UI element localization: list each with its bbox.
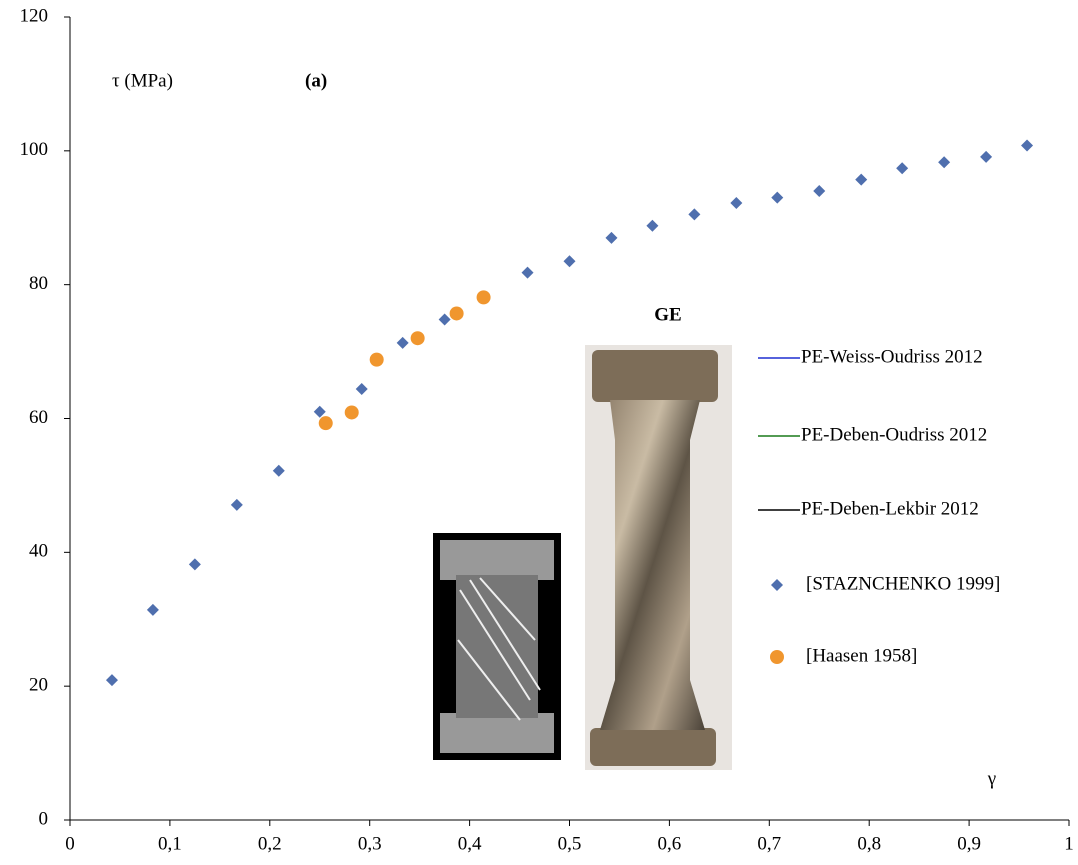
scatter-point xyxy=(646,219,659,232)
annotation: (a) xyxy=(305,70,327,91)
scatter-point xyxy=(272,464,285,477)
scatter-point xyxy=(771,191,784,204)
inset-micrograph xyxy=(433,533,561,760)
scatter-point xyxy=(438,313,451,326)
x-tick-label: 0,6 xyxy=(658,833,682,854)
scatter-point xyxy=(230,498,243,511)
x-tick-label: 0,4 xyxy=(458,833,482,854)
scatter-point xyxy=(605,231,618,244)
y-tick-label: 120 xyxy=(20,5,49,26)
legend-swatch xyxy=(770,650,784,664)
x-tick-label: 0,1 xyxy=(158,833,182,854)
scatter-point xyxy=(980,150,993,163)
scatter-point xyxy=(688,208,701,221)
scatter-point xyxy=(563,255,576,268)
x-tick-label: 0,2 xyxy=(258,833,282,854)
legend-label: PE-Weiss-Oudriss 2012 xyxy=(801,346,983,367)
scatter-point xyxy=(410,331,425,346)
y-tick-label: 60 xyxy=(29,407,48,428)
scatter-point xyxy=(449,306,464,321)
legend-label: PE-Deben-Lekbir 2012 xyxy=(801,498,979,519)
y-tick-label: 40 xyxy=(29,541,48,562)
x-tick-label: 0,5 xyxy=(558,833,582,854)
scatter-point xyxy=(105,674,118,687)
scatter-point xyxy=(313,405,326,418)
y-tick-label: 0 xyxy=(39,808,49,829)
x-tick-label: 0,9 xyxy=(957,833,981,854)
x-tick-label: 0,7 xyxy=(757,833,781,854)
y-tick-label: 100 xyxy=(20,139,49,160)
annotation: γ xyxy=(987,768,996,789)
legend-label: PE-Deben-Oudriss 2012 xyxy=(801,424,987,445)
x-tick-label: 0,3 xyxy=(358,833,382,854)
scatter-point xyxy=(188,558,201,571)
sample-photo xyxy=(585,345,732,770)
scatter-point xyxy=(813,184,826,197)
scatter-point xyxy=(855,173,868,186)
legend-swatch xyxy=(771,579,783,591)
scatter-point xyxy=(938,156,951,169)
scatter-point xyxy=(730,197,743,210)
scatter-point xyxy=(521,266,534,279)
legend-label: [STAZNCHENKO 1999] xyxy=(806,573,1000,594)
scatter-point xyxy=(896,162,909,175)
scatter-point xyxy=(396,336,409,349)
y-tick-label: 80 xyxy=(29,273,48,294)
x-tick-label: 0,8 xyxy=(857,833,881,854)
annotation: GE xyxy=(654,304,681,325)
y-tick-label: 20 xyxy=(29,675,48,696)
scatter-point xyxy=(318,416,333,431)
annotation: τ (MPa) xyxy=(112,70,173,91)
scatter-point xyxy=(355,383,368,396)
x-tick-label: 1 xyxy=(1064,833,1074,854)
legend-label: [Haasen 1958] xyxy=(806,645,917,666)
scatter-point xyxy=(146,603,159,616)
x-tick-label: 0 xyxy=(65,833,75,854)
scatter-point xyxy=(1021,139,1034,152)
scatter-point xyxy=(369,352,384,367)
scatter-point xyxy=(476,290,491,305)
scatter-point xyxy=(344,405,359,420)
